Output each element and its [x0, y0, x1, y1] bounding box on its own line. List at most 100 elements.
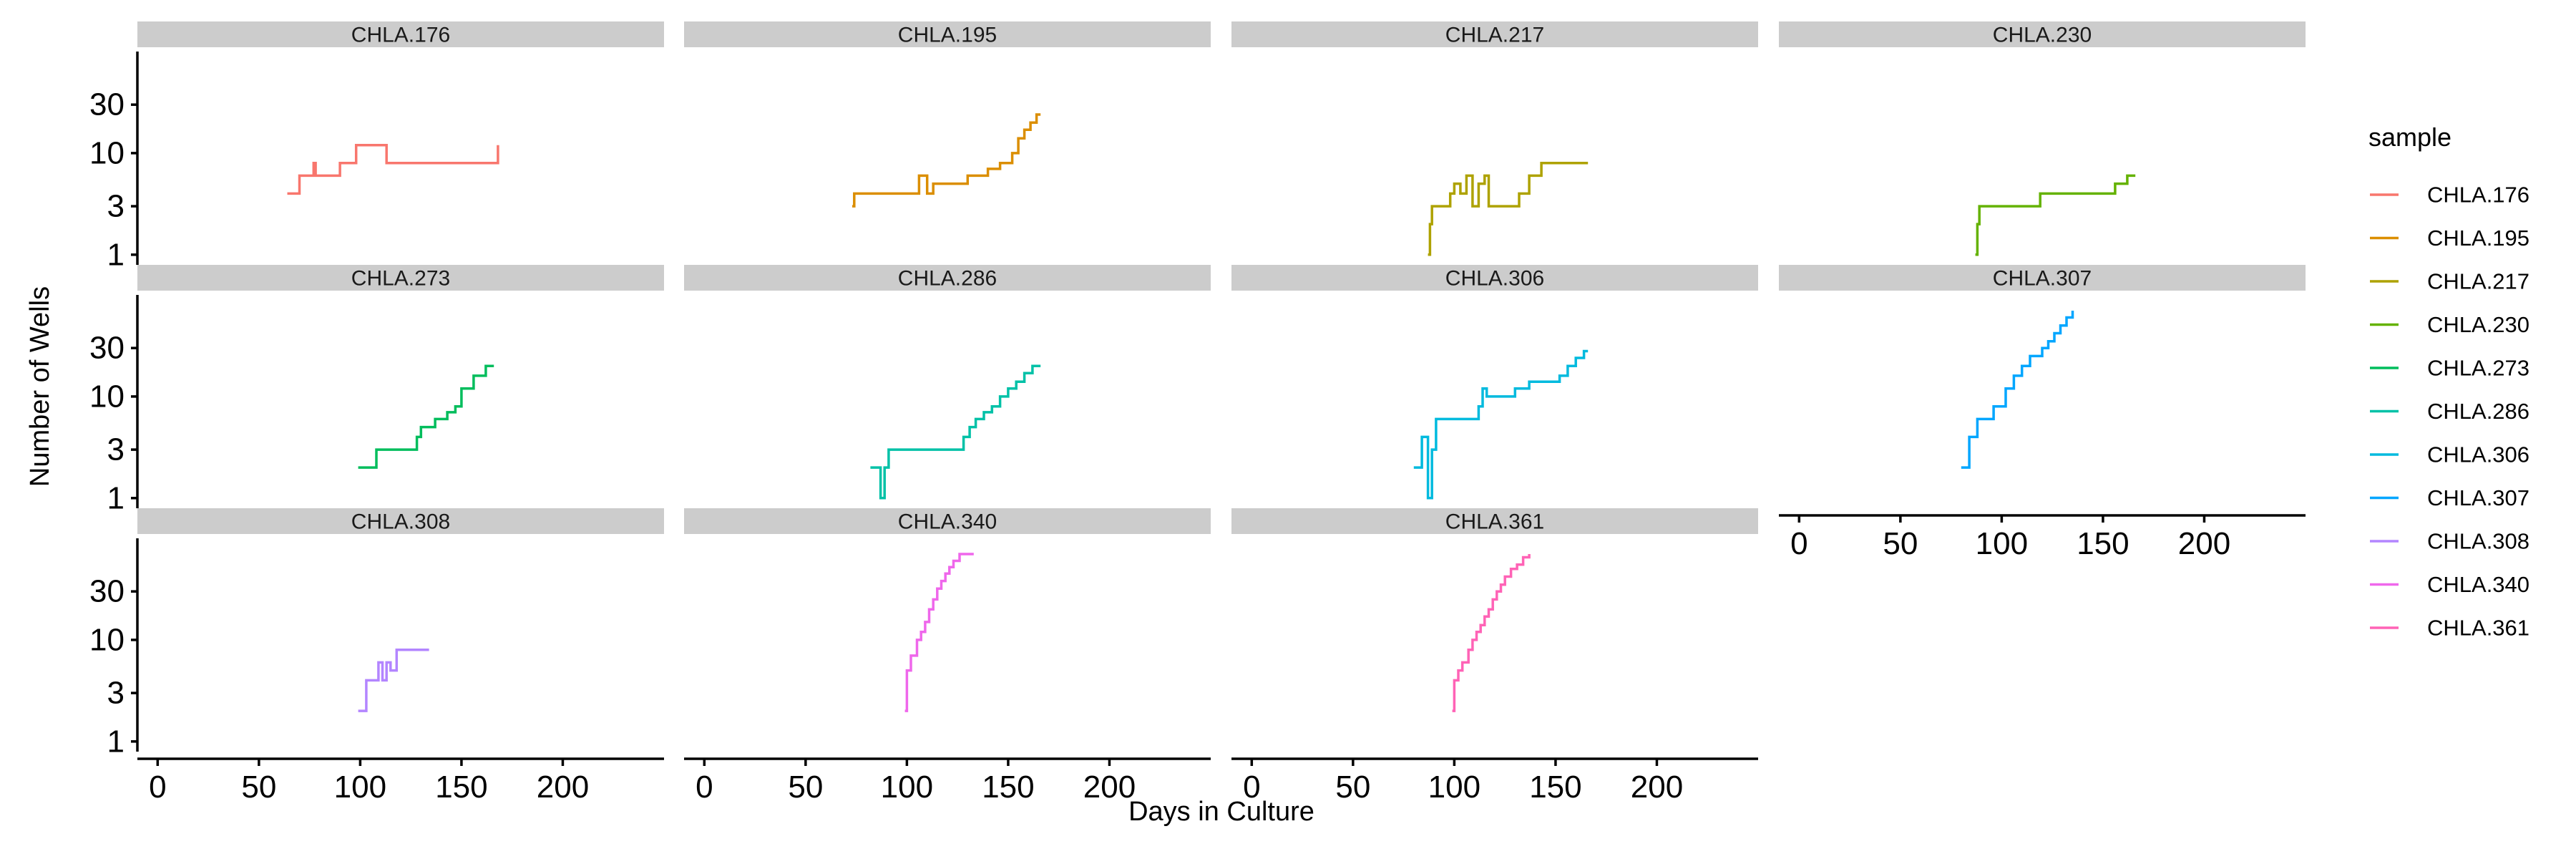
- y-tick-label: 30: [89, 87, 125, 122]
- legend-label: CHLA.230: [2427, 312, 2529, 337]
- legend-label: CHLA.308: [2427, 529, 2529, 554]
- facet-panel: CHLA.307 0 50 100 150 200: [1779, 265, 2306, 561]
- facet-strip: [137, 21, 664, 47]
- x-tick-label: 200: [1083, 770, 1136, 805]
- legend-item: CHLA.361: [2370, 616, 2529, 641]
- facet-panel: CHLA.176 1 3 10 30: [89, 21, 664, 272]
- facet-strip: [137, 508, 664, 534]
- facet-strip-label: CHLA.286: [898, 267, 997, 291]
- facet-strip-label: CHLA.230: [1993, 24, 2092, 47]
- x-axis-title: Days in Culture: [1128, 797, 1314, 827]
- legend-label: CHLA.217: [2427, 269, 2529, 294]
- y-tick-label: 3: [107, 432, 125, 467]
- legend-label: CHLA.307: [2427, 485, 2529, 510]
- series-line-chla-176: [287, 143, 499, 195]
- x-tick-label: 150: [435, 770, 487, 805]
- facet-panel: CHLA.195: [684, 21, 1211, 208]
- facet-panel: CHLA.361 0 50 100 150 200: [1231, 508, 1758, 805]
- y-axis-title: Number of Wells: [25, 286, 55, 487]
- facet-strip-label: CHLA.361: [1445, 510, 1544, 534]
- facet-strip-label: CHLA.308: [351, 510, 450, 534]
- x-tick-label: 100: [334, 770, 386, 805]
- x-tick-label: 150: [2077, 526, 2129, 561]
- x-tick-label: 0: [149, 770, 166, 805]
- facet-strip: [684, 508, 1211, 534]
- legend-item: CHLA.286: [2370, 399, 2529, 424]
- legend-label: CHLA.361: [2427, 616, 2529, 641]
- x-tick-label: 0: [1243, 770, 1260, 805]
- series-line-chla-286: [870, 364, 1041, 500]
- legend-label: CHLA.176: [2427, 183, 2529, 208]
- y-tick-label: 1: [107, 724, 125, 759]
- facet-panel: CHLA.308 1 3 10 30 0 50 100 150 200: [89, 508, 664, 805]
- series-line-chla-340: [904, 553, 974, 712]
- x-tick-label: 0: [1790, 526, 1807, 561]
- legend-item: CHLA.308: [2370, 529, 2529, 554]
- x-tick-label: 100: [1428, 770, 1480, 805]
- legend-label: CHLA.273: [2427, 356, 2529, 381]
- series-line-chla-230: [1975, 174, 2136, 256]
- facet-panel: CHLA.217: [1231, 21, 1758, 256]
- x-tick-label: 200: [537, 770, 589, 805]
- y-tick-label: 30: [89, 574, 125, 609]
- legend-item: CHLA.217: [2370, 269, 2529, 294]
- series-line-chla-307: [1961, 311, 2074, 469]
- y-tick-label: 30: [89, 331, 125, 366]
- facet-strip: [1231, 265, 1758, 291]
- x-tick-label: 200: [1631, 770, 1683, 805]
- series-line-chla-195: [852, 113, 1041, 208]
- facet-panel: CHLA.273 1 3 10 30: [89, 265, 664, 515]
- y-tick-label: 1: [107, 480, 125, 515]
- legend-item: CHLA.176: [2370, 183, 2529, 208]
- y-tick-label: 10: [89, 379, 125, 414]
- x-tick-label: 50: [1883, 526, 1918, 561]
- facet-strip-label: CHLA.307: [1993, 267, 2092, 291]
- facet-strip: [1779, 265, 2306, 291]
- facet-strip-label: CHLA.273: [351, 267, 450, 291]
- legend: sample CHLA.176 CHLA.195 CHLA.217 CHLA.230 C…: [2368, 122, 2529, 641]
- facet-panel: CHLA.286: [684, 265, 1211, 500]
- facet-strip-label: CHLA.217: [1445, 24, 1544, 47]
- x-tick-label: 150: [982, 770, 1034, 805]
- legend-item: CHLA.273: [2370, 356, 2529, 381]
- y-tick-label: 1: [107, 237, 125, 272]
- x-tick-label: 50: [1335, 770, 1370, 805]
- facet-panel: CHLA.230: [1779, 21, 2306, 256]
- y-tick-label: 10: [89, 135, 125, 170]
- x-tick-label: 100: [1976, 526, 2028, 561]
- facet-strip-label: CHLA.340: [898, 510, 997, 534]
- facet-strip-label: CHLA.176: [351, 24, 450, 47]
- legend-item: CHLA.307: [2370, 485, 2529, 510]
- series-line-chla-308: [358, 648, 429, 712]
- facet-strip-label: CHLA.306: [1445, 267, 1544, 291]
- facet-strip: [684, 265, 1211, 291]
- legend-label: CHLA.286: [2427, 399, 2529, 424]
- legend-item: CHLA.306: [2370, 442, 2529, 467]
- x-tick-label: 200: [2178, 526, 2230, 561]
- facet-strip-label: CHLA.195: [898, 24, 997, 47]
- legend-item: CHLA.195: [2370, 225, 2529, 251]
- series-line-chla-306: [1413, 349, 1589, 500]
- facet-strip: [684, 21, 1211, 47]
- series-line-chla-273: [358, 364, 494, 469]
- facet-strip: [1779, 21, 2306, 47]
- legend-item: CHLA.230: [2370, 312, 2529, 337]
- legend-label: CHLA.306: [2427, 442, 2529, 467]
- x-tick-label: 50: [788, 770, 823, 805]
- legend-title: sample: [2368, 122, 2451, 152]
- facet-strip: [1231, 508, 1758, 534]
- x-tick-label: 0: [696, 770, 713, 805]
- y-tick-label: 3: [107, 189, 125, 224]
- x-tick-label: 50: [241, 770, 276, 805]
- x-tick-label: 100: [881, 770, 933, 805]
- x-tick-label: 150: [1529, 770, 1581, 805]
- series-line-chla-361: [1452, 554, 1531, 712]
- facet-panel: CHLA.306: [1231, 265, 1758, 500]
- legend-item: CHLA.340: [2370, 572, 2529, 597]
- facet-strip: [137, 265, 664, 291]
- series-line-chla-217: [1428, 161, 1589, 256]
- legend-label: CHLA.195: [2427, 225, 2529, 251]
- facet-panel: CHLA.340 0 50 100 150 200: [684, 508, 1211, 805]
